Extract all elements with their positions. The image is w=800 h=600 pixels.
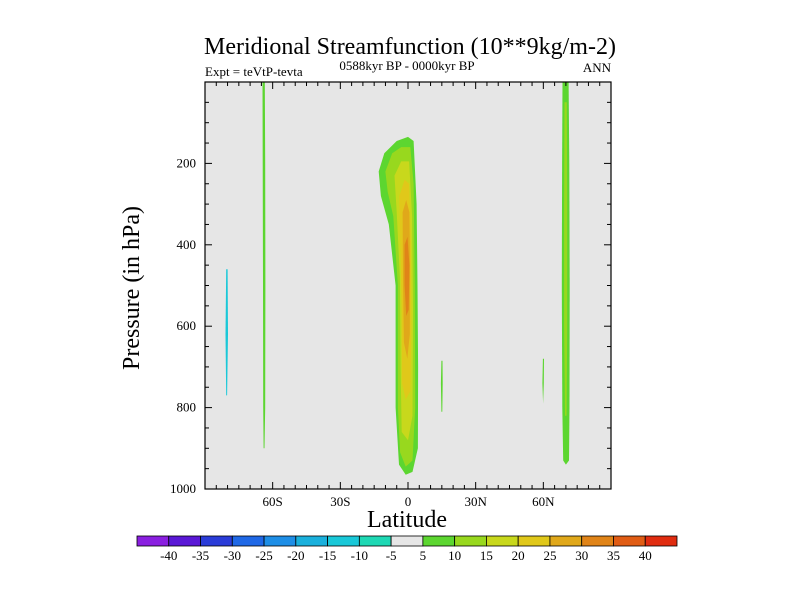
period-label: 0588kyr BP - 0000kyr BP — [339, 58, 474, 73]
colorbar-swatch — [390, 535, 424, 547]
colorbar-swatch — [200, 535, 233, 547]
colorbar-swatch — [549, 535, 583, 547]
contour-15N-positive-sliver — [440, 360, 443, 412]
colorbar-label: -10 — [351, 548, 368, 563]
contour-70N-band-core — [564, 102, 568, 416]
x-axis-label: Latitude — [367, 507, 447, 533]
colorbar-swatch — [517, 535, 551, 547]
colorbar-label: -5 — [386, 548, 397, 563]
colorbar-swatch — [486, 535, 519, 547]
colorbar-label: 30 — [575, 548, 588, 563]
colorbar-label: 35 — [607, 548, 620, 563]
colorbar-swatch — [358, 535, 392, 547]
contour-80S-negative-patch — [225, 269, 228, 396]
colorbar-label: 15 — [480, 548, 493, 563]
colorbar-swatch — [327, 535, 360, 547]
x-tick-label: 60S — [263, 494, 283, 509]
colorbar-label: -40 — [160, 548, 177, 563]
x-tick-label: 0 — [405, 494, 412, 509]
colorbar-label: 25 — [543, 548, 556, 563]
contour-60N-positive-sliver — [542, 358, 544, 404]
y-tick-label: 600 — [177, 318, 197, 333]
colorbar-label: 5 — [420, 548, 427, 563]
colorbar-swatch — [581, 535, 614, 547]
colorbar-swatch — [644, 535, 678, 547]
colorbar-label: -25 — [255, 548, 272, 563]
axis-ticks — [204, 81, 612, 490]
contour-tropical-cell-30 — [404, 236, 410, 316]
colorbar-label: 40 — [639, 548, 652, 563]
colorbar-label: -15 — [319, 548, 336, 563]
colorbar-swatch — [422, 535, 456, 547]
y-axis-label: Pressure (in hPa) — [119, 206, 145, 370]
y-tick-label: 400 — [177, 237, 197, 252]
contour-60S-positive-band — [262, 82, 266, 449]
x-tick-label: 30S — [330, 494, 350, 509]
colorbar-label: -35 — [192, 548, 209, 563]
colorbar-label: 10 — [448, 548, 461, 563]
axis-tick-labels: 60S 30S 0 30N 60N 200 400 600 800 1000 — [170, 155, 555, 509]
colorbar-label: -30 — [224, 548, 241, 563]
y-tick-label: 200 — [177, 155, 197, 170]
x-tick-label: 30N — [464, 494, 487, 509]
colorbar-swatch — [295, 535, 328, 547]
colorbar-swatch — [263, 535, 297, 547]
contour-regions — [225, 82, 570, 475]
colorbar-labels: -40 -35 -30 -25 -20 -15 -10 -5 5 10 15 20 25 30 35 40 — [160, 548, 652, 563]
colorbar — [136, 535, 678, 547]
colorbar-swatch — [136, 535, 170, 547]
experiment-label: Expt = teVtP-tevta — [205, 64, 303, 79]
colorbar-swatch — [168, 535, 201, 547]
chart-title: Meridional Streamfunction (10**9kg/m-2) — [204, 34, 616, 60]
colorbar-swatch — [231, 535, 265, 547]
x-tick-label: 60N — [532, 494, 555, 509]
colorbar-swatch — [613, 535, 646, 547]
colorbar-label: -20 — [287, 548, 304, 563]
colorbar-label: 20 — [512, 548, 525, 563]
season-label: ANN — [583, 60, 612, 75]
y-tick-label: 1000 — [170, 481, 196, 496]
colorbar-swatch — [454, 535, 487, 547]
y-tick-label: 800 — [177, 400, 197, 415]
